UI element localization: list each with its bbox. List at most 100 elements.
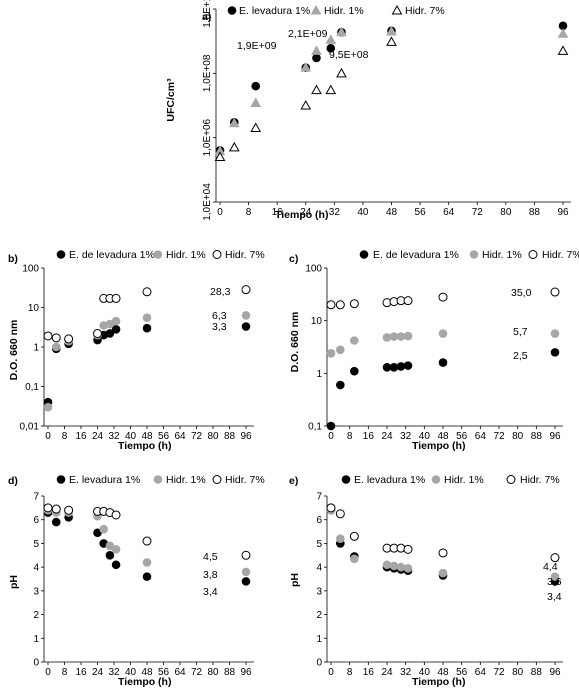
x-tick-label: 96 <box>240 431 252 442</box>
x-tick-label: 64 <box>174 431 186 442</box>
y-tick-label: 3 <box>33 586 39 597</box>
end-value-label: 3,6 <box>547 576 562 588</box>
x-tick-label: 80 <box>207 431 219 442</box>
data-point <box>326 44 336 53</box>
data-point <box>312 53 321 63</box>
data-point <box>51 342 61 352</box>
legend-marker <box>431 475 441 484</box>
data-point <box>350 366 359 376</box>
y-tick-label: 3 <box>316 586 322 597</box>
x-tick-label: 64 <box>475 431 487 442</box>
data-point <box>335 509 345 519</box>
data-point <box>557 45 569 55</box>
data-point <box>214 151 226 162</box>
data-point <box>105 550 115 560</box>
x-tick-label: 16 <box>75 667 87 678</box>
legend-marker <box>56 475 66 484</box>
x-tick-label: 80 <box>207 667 219 678</box>
y-tick-label: 0,1 <box>25 382 39 393</box>
x-tick-label: 72 <box>472 207 484 218</box>
end-value-label: 6,3 <box>212 310 227 322</box>
y-tick-label: 0,1 <box>308 422 322 433</box>
y-tick-label: 1,0E+08 <box>202 54 213 92</box>
x-tick-label: 32 <box>108 431 120 442</box>
legend-marker <box>153 475 163 484</box>
x-tick-label: 40 <box>419 667 431 678</box>
end-value-label: 3,3 <box>212 321 227 333</box>
legend-label: Hidr. 1% <box>482 249 522 261</box>
x-tick-label: 32 <box>108 667 120 678</box>
data-point <box>382 560 392 570</box>
x-axis-title: Tiempo (h) <box>118 676 171 688</box>
y-tick-label: 6 <box>33 515 39 526</box>
x-tick-label: 40 <box>125 431 137 442</box>
end-value-label: 28,3 <box>210 286 231 298</box>
data-point <box>311 45 322 55</box>
x-tick-label: 96 <box>240 667 252 678</box>
x-axis-title: Tiempo (h) <box>275 209 328 221</box>
x-tick-label: 56 <box>456 431 468 442</box>
chart-panel-1: 0,01 0,1 1 10 100 0 8 16 24 32 40 48 56 64 72 80 88 96 Tie… <box>8 249 265 452</box>
chart-panel-0: 1,0E+04 1,0E+06 1,0E+08 1,0E+10 0 8 16 24 32 40 48… <box>165 0 571 221</box>
data-point <box>111 510 121 520</box>
data-point <box>326 300 336 310</box>
x-tick-label: 8 <box>347 667 353 678</box>
data-point <box>311 84 322 95</box>
x-tick-label: 32 <box>400 667 412 678</box>
legend-label: Hidr. 7% <box>225 249 265 261</box>
data-point <box>51 333 61 343</box>
y-axis-title: pH <box>8 575 20 589</box>
end-value-label: 4,4 <box>543 561 558 573</box>
data-point <box>93 328 102 338</box>
y-tick-label: 7 <box>316 492 322 503</box>
y-tick-label: 0,01 <box>20 422 40 433</box>
data-point <box>403 361 413 370</box>
data-point <box>111 293 121 303</box>
data-point <box>142 536 152 546</box>
data-point <box>64 334 74 344</box>
data-point <box>241 311 251 320</box>
x-tick-label: 64 <box>174 667 186 678</box>
legend-marker <box>310 4 322 15</box>
y-tick-label: 4 <box>33 563 39 574</box>
data-point <box>557 28 569 38</box>
data-point <box>336 26 347 37</box>
end-value-label: 3,4 <box>547 591 562 603</box>
data-point <box>241 550 251 560</box>
legend-label: Hidr. 1% <box>444 474 484 486</box>
data-point <box>403 564 413 573</box>
data-point <box>99 524 108 534</box>
data-point <box>241 567 251 577</box>
data-point <box>382 333 392 342</box>
legend-marker <box>391 4 403 15</box>
legend-marker <box>153 250 163 259</box>
panel-label: b) <box>8 253 18 265</box>
y-tick-label: 6 <box>316 515 322 526</box>
y-tick-label: 2 <box>316 610 322 621</box>
data-point <box>350 336 359 345</box>
y-axis-title: pH <box>289 573 301 587</box>
x-tick-label: 64 <box>443 207 455 218</box>
value-annotation: 1,9E+09 <box>237 40 277 52</box>
end-value-label: 4,5 <box>203 551 218 563</box>
legend-marker <box>528 250 538 259</box>
x-tick-label: 0 <box>328 667 334 678</box>
x-tick-label: 80 <box>512 667 524 678</box>
panel-label: d) <box>8 475 18 487</box>
data-point <box>403 331 413 341</box>
data-point <box>43 331 53 341</box>
data-point <box>64 505 74 515</box>
data-point <box>111 316 121 326</box>
data-point <box>326 349 336 358</box>
data-point <box>300 62 312 72</box>
x-tick-label: 0 <box>45 667 51 678</box>
x-tick-label: 24 <box>92 667 104 678</box>
data-point <box>386 25 397 36</box>
x-tick-label: 0 <box>45 431 51 442</box>
data-point <box>349 299 359 309</box>
data-point <box>335 300 345 310</box>
x-tick-label: 8 <box>62 431 68 442</box>
x-tick-label: 48 <box>437 667 449 678</box>
data-point <box>336 534 345 543</box>
